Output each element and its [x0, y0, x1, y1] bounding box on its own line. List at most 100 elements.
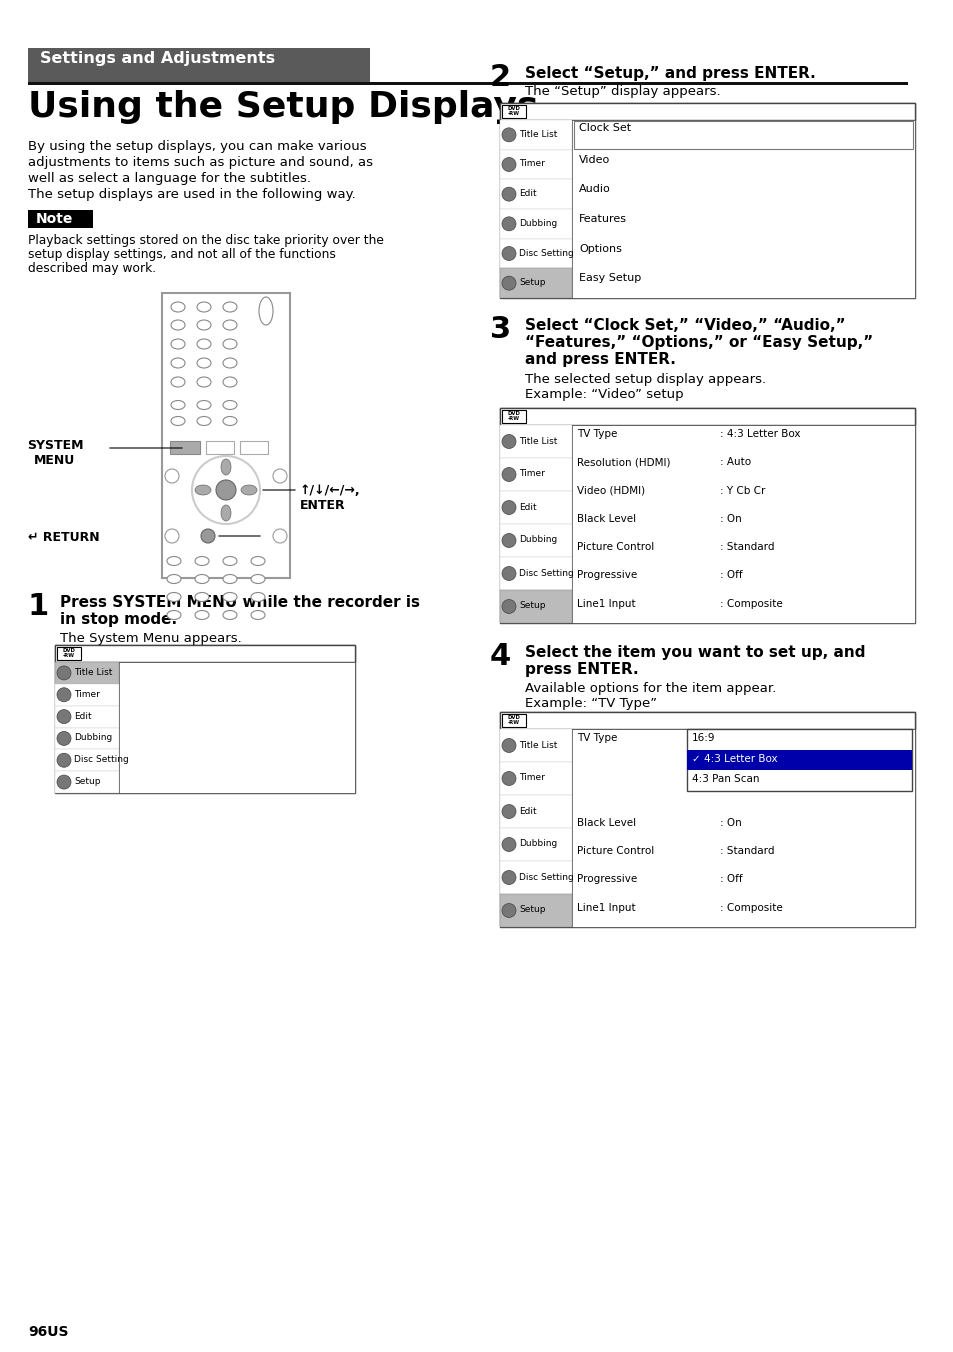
Text: 1: 1 [28, 592, 50, 621]
Ellipse shape [223, 575, 236, 584]
Ellipse shape [194, 557, 209, 565]
Ellipse shape [223, 377, 236, 387]
Text: : Y Cb Cr: : Y Cb Cr [720, 485, 764, 496]
Bar [499, 713, 914, 927]
Bar [574, 120, 912, 149]
Text: Setup: Setup [518, 906, 545, 914]
Text: TV Type: TV Type [577, 733, 617, 744]
Text: Title List: Title List [518, 741, 557, 749]
Text: Timer: Timer [518, 773, 544, 783]
Circle shape [501, 216, 516, 231]
Text: Features: Features [578, 214, 626, 224]
Circle shape [501, 187, 516, 201]
Text: 16:9: 16:9 [691, 733, 715, 744]
Text: Note: Note [36, 212, 73, 226]
Bar [55, 645, 355, 662]
Bar [55, 771, 119, 794]
Bar [572, 425, 914, 623]
Text: Timer: Timer [74, 690, 100, 699]
Bar [499, 525, 572, 557]
Circle shape [501, 599, 516, 614]
Bar [57, 648, 81, 660]
Ellipse shape [223, 320, 236, 330]
Text: Disc Setting: Disc Setting [74, 756, 129, 764]
Text: Dubbing: Dubbing [74, 733, 112, 742]
Circle shape [501, 903, 516, 918]
Bar [499, 589, 572, 623]
Ellipse shape [196, 377, 211, 387]
Text: DVD
-RW: DVD -RW [507, 411, 520, 422]
Text: The selected setup display appears.: The selected setup display appears. [524, 373, 765, 387]
Text: Audio: Audio [578, 184, 610, 195]
Ellipse shape [251, 575, 265, 584]
Circle shape [215, 480, 235, 500]
Ellipse shape [223, 400, 236, 410]
Circle shape [57, 688, 71, 702]
Text: Options: Options [578, 243, 621, 254]
Circle shape [501, 837, 516, 852]
Ellipse shape [167, 575, 181, 584]
Text: Timer: Timer [518, 160, 544, 169]
Text: ✓ 4:3 Letter Box: ✓ 4:3 Letter Box [691, 753, 777, 764]
Text: 2: 2 [490, 64, 511, 92]
Text: : Off: : Off [720, 571, 741, 580]
Ellipse shape [171, 358, 185, 368]
Text: Clock Set: Clock Set [578, 123, 631, 132]
Text: Press SYSTEM MENU while the recorder is: Press SYSTEM MENU while the recorder is [60, 595, 419, 610]
Ellipse shape [171, 320, 185, 330]
Text: Dubbing: Dubbing [518, 219, 557, 228]
Text: 4:3 Pan Scan: 4:3 Pan Scan [691, 775, 759, 784]
Text: “Features,” “Options,” or “Easy Setup,”: “Features,” “Options,” or “Easy Setup,” [524, 335, 872, 350]
Text: Setup: Setup [518, 279, 545, 287]
Text: Video: Video [530, 411, 563, 420]
Text: Line1 Input: Line1 Input [577, 599, 635, 608]
Ellipse shape [221, 458, 231, 475]
Text: Disc Setting: Disc Setting [518, 249, 573, 257]
Text: DVD
-RW: DVD -RW [63, 648, 75, 658]
Ellipse shape [223, 592, 236, 602]
Circle shape [501, 276, 516, 291]
Text: : Standard: : Standard [720, 846, 774, 856]
Text: Using the Setup Displays: Using the Setup Displays [28, 91, 537, 124]
Text: The “Setup” display appears.: The “Setup” display appears. [524, 85, 720, 97]
Ellipse shape [194, 611, 209, 619]
Text: Title List: Title List [518, 437, 557, 446]
Bar [190, 669, 206, 711]
Bar [28, 210, 92, 228]
Text: Progressive: Progressive [577, 875, 637, 884]
Circle shape [273, 469, 287, 483]
Text: 10:10 AM: 10:10 AM [861, 411, 910, 420]
Bar [55, 727, 119, 749]
Bar [499, 491, 572, 525]
Text: Select “Setup,” and press ENTER.: Select “Setup,” and press ENTER. [524, 66, 815, 81]
Ellipse shape [196, 358, 211, 368]
Text: MENU: MENU [34, 454, 75, 466]
Ellipse shape [251, 557, 265, 565]
Text: Title Menu for DVD Title List.: Title Menu for DVD Title List. [127, 706, 286, 717]
Text: Press ENTER :: Press ENTER : [127, 671, 204, 680]
Bar [499, 827, 572, 861]
Text: ↑/↓/←/→,: ↑/↓/←/→, [299, 484, 360, 498]
Bar [499, 180, 572, 210]
Text: TV Type: TV Type [577, 429, 617, 439]
Ellipse shape [223, 557, 236, 565]
Bar [499, 458, 572, 491]
Text: Easy Setup: Easy Setup [578, 273, 640, 284]
Text: : On: : On [720, 514, 741, 523]
Text: Black Level: Black Level [577, 514, 636, 523]
Ellipse shape [194, 485, 211, 495]
Ellipse shape [167, 557, 181, 565]
Bar [499, 239, 572, 268]
Ellipse shape [196, 400, 211, 410]
Text: Progressive: Progressive [577, 571, 637, 580]
Bar [499, 763, 572, 795]
Ellipse shape [171, 400, 185, 410]
Text: well as select a language for the subtitles.: well as select a language for the subtit… [28, 172, 311, 185]
Ellipse shape [171, 339, 185, 349]
Bar [55, 645, 355, 794]
Circle shape [501, 871, 516, 884]
Text: Setup: Setup [518, 602, 545, 611]
Text: Video: Video [530, 715, 563, 725]
Ellipse shape [167, 611, 181, 619]
Text: 3: 3 [490, 315, 511, 343]
